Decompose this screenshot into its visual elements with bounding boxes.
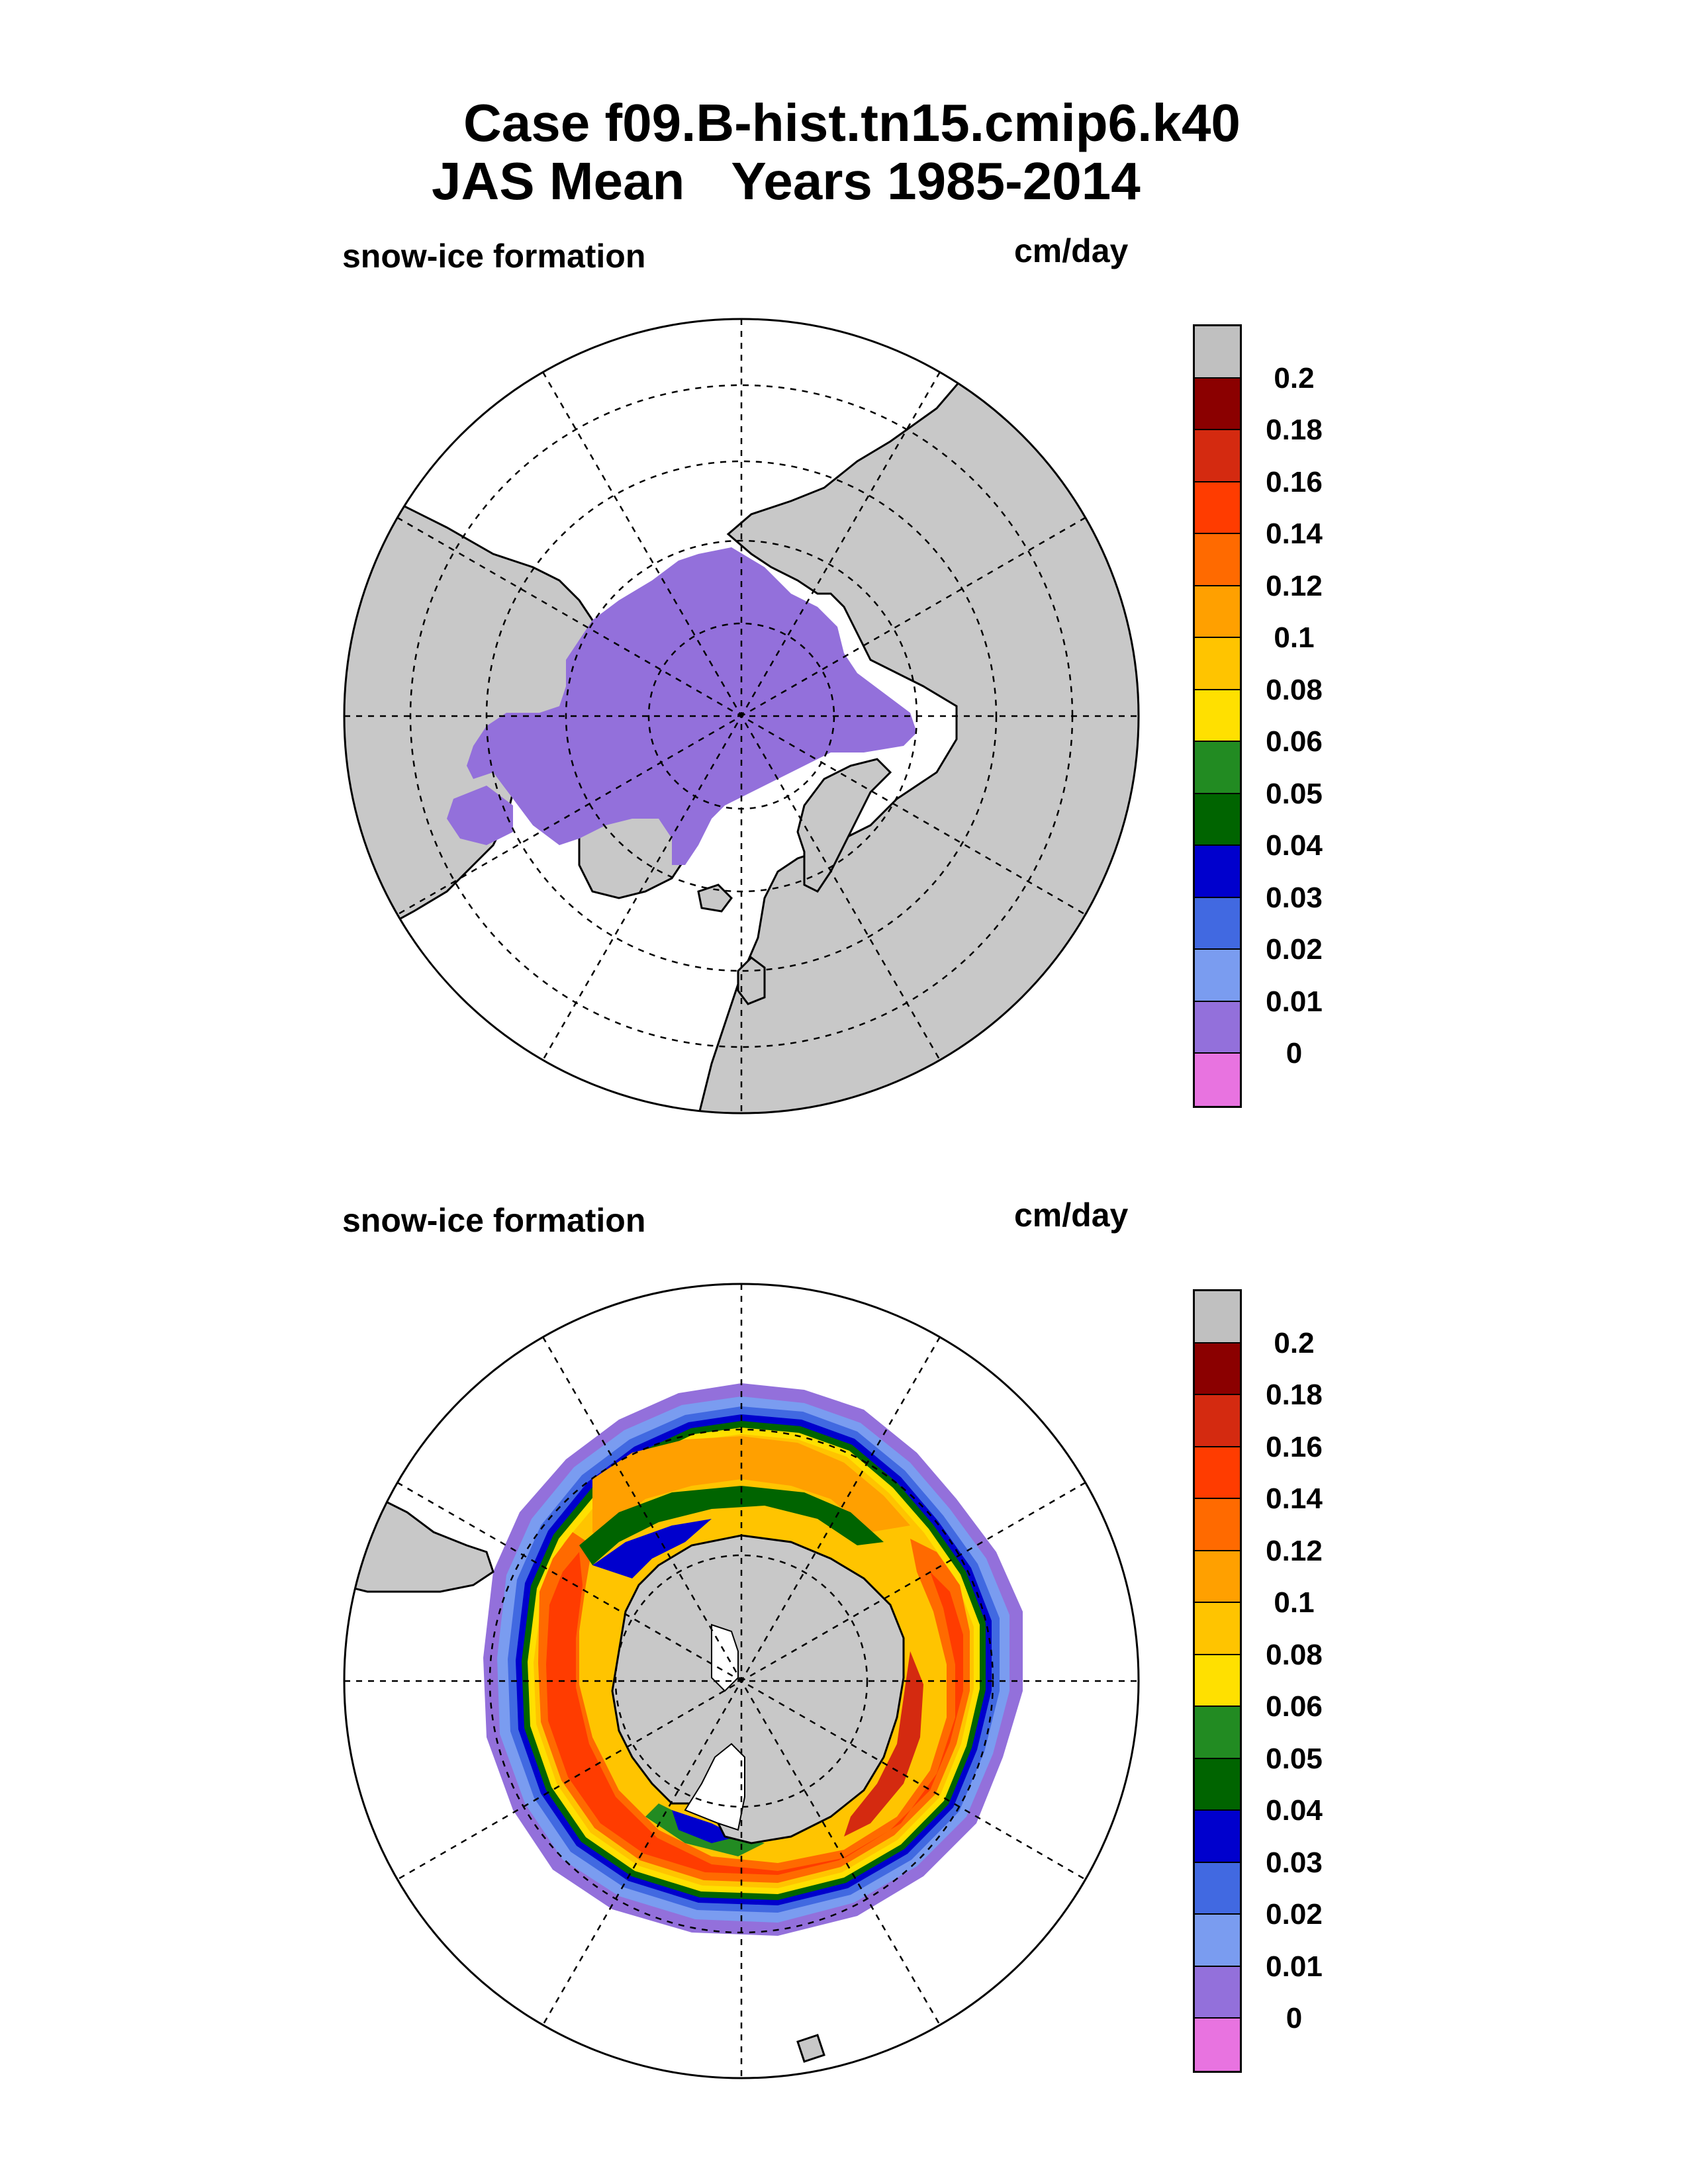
- south-inner-band-0.03: [592, 1519, 712, 1578]
- colorbar-box-0.04-0.05: [1195, 1758, 1240, 1811]
- colorbar-label: 0.18: [1266, 1379, 1323, 1411]
- years-label: Years 1985-2014: [731, 152, 1141, 210]
- colorbar-box-0.1-0.12: [1195, 586, 1240, 638]
- colorbar-label: 0.14: [1266, 518, 1323, 550]
- south-colorbar: [1193, 1289, 1242, 2073]
- colorbar-box-below-0: [1195, 1054, 1240, 1106]
- south-land-antarctica: [611, 1534, 905, 1844]
- colorbar-box-0.12-0.14: [1195, 534, 1240, 586]
- colorbar-box-0.14-0.16: [1195, 482, 1240, 534]
- figure-title-case: Case f09.B-hist.tn15.cmip6.k40: [463, 93, 1241, 152]
- colorbar-box-0.1-0.12: [1195, 1551, 1240, 1603]
- north-colorbar: [1193, 324, 1242, 1108]
- south-units-label: cm/day: [1014, 1197, 1129, 1234]
- colorbar-box-above-0.2: [1195, 326, 1240, 379]
- south-inner-band-ross-0.04: [672, 1810, 738, 1843]
- colorbar-label: 0.06: [1266, 1690, 1323, 1723]
- colorbar-label: 0.01: [1266, 1950, 1323, 1983]
- colorbar-box-0.03-0.04: [1195, 1811, 1240, 1863]
- south-band-0.1-atlantic: [592, 1436, 910, 1545]
- colorbar-label: 0.05: [1266, 1743, 1323, 1775]
- colorbar-box-0.02-0.03: [1195, 897, 1240, 950]
- colorbar-box-0.18-0.2: [1195, 378, 1240, 430]
- south-polar-map: [343, 1283, 1140, 2079]
- south-band-0.12: [538, 1532, 970, 1883]
- colorbar-box-0.16-0.18: [1195, 1395, 1240, 1447]
- colorbar-label: 0.04: [1266, 1794, 1323, 1827]
- colorbar-label: 0.02: [1266, 1898, 1323, 1931]
- colorbar-box-0.08-0.1: [1195, 638, 1240, 690]
- north-variable-label: snow-ice formation: [342, 238, 646, 275]
- colorbar-label: 0.02: [1266, 933, 1323, 966]
- colorbar-box-0-0.01: [1195, 1966, 1240, 2019]
- figure-title-period: JAS Mean Years 1985-2014: [432, 151, 1141, 212]
- south-variable-label: snow-ice formation: [342, 1202, 646, 1239]
- colorbar-box-0.04-0.05: [1195, 794, 1240, 846]
- north-land-eurasia: [697, 347, 1139, 1113]
- north-units-label: cm/day: [1014, 232, 1129, 269]
- north-land-iceland: [697, 884, 733, 913]
- south-band-0.16-0.18: [844, 1651, 923, 1837]
- colorbar-box-0.12-0.14: [1195, 1499, 1240, 1551]
- colorbar-box-0.01-0.02: [1195, 1915, 1240, 1967]
- north-map-border: [343, 318, 1140, 1115]
- north-arctic-snow-ice-0: [467, 547, 917, 865]
- colorbar-box-below-0: [1195, 2019, 1240, 2071]
- colorbar-box-0.06-0.08: [1195, 690, 1240, 742]
- colorbar-label: 0.06: [1266, 725, 1323, 758]
- colorbar-label: 0: [1286, 2002, 1303, 2034]
- colorbar-box-0.18-0.2: [1195, 1343, 1240, 1395]
- south-map-border: [343, 1283, 1140, 2079]
- season-label: JAS Mean: [432, 152, 685, 210]
- north-polar-map: [343, 318, 1140, 1115]
- colorbar-label: 0.03: [1266, 1846, 1323, 1879]
- south-graticule: [344, 1284, 1139, 2078]
- colorbar-box-0.03-0.04: [1195, 846, 1240, 898]
- colorbar-box-above-0.2: [1195, 1291, 1240, 1343]
- north-land-scandinavia: [796, 758, 892, 893]
- north-hudson-bay-snow-ice-0: [447, 786, 513, 845]
- colorbar-box-0-0.01: [1195, 1001, 1240, 1054]
- colorbar-box-0.16-0.18: [1195, 430, 1240, 482]
- colorbar-box-0.05-0.06: [1195, 1707, 1240, 1759]
- south-ice-shelf-ross: [684, 1743, 745, 1831]
- colorbar-label: 0.1: [1274, 1586, 1315, 1619]
- colorbar-label: 0.08: [1266, 1639, 1323, 1671]
- colorbar-box-0.02-0.03: [1195, 1862, 1240, 1915]
- south-inner-band-0.05: [579, 1486, 884, 1565]
- colorbar-label: 0.16: [1266, 466, 1323, 498]
- north-graticule: [344, 319, 1139, 1113]
- colorbar-label: 0.12: [1266, 1535, 1323, 1567]
- colorbar-label: 0.05: [1266, 778, 1323, 810]
- colorbar-box-0.05-0.06: [1195, 742, 1240, 794]
- colorbar-label: 0.01: [1266, 985, 1323, 1018]
- colorbar-label: 0.2: [1274, 1327, 1315, 1359]
- colorbar-box-0.08-0.1: [1195, 1603, 1240, 1655]
- colorbar-label: 0.16: [1266, 1431, 1323, 1463]
- south-land-new-zealand: [796, 2034, 825, 2063]
- colorbar-label: 0.18: [1266, 414, 1323, 446]
- colorbar-box-0.01-0.02: [1195, 950, 1240, 1002]
- colorbar-label: 0.2: [1274, 362, 1315, 394]
- colorbar-box-0.14-0.16: [1195, 1447, 1240, 1499]
- colorbar-label: 0.14: [1266, 1482, 1323, 1515]
- colorbar-label: 0.04: [1266, 829, 1323, 862]
- colorbar-label: 0.12: [1266, 570, 1323, 602]
- colorbar-label: 0.03: [1266, 882, 1323, 914]
- colorbar-box-0.06-0.08: [1195, 1655, 1240, 1707]
- north-land-british-isles: [737, 956, 766, 1005]
- colorbar-label: 0: [1286, 1037, 1303, 1069]
- colorbar-label: 0.08: [1266, 674, 1323, 706]
- colorbar-label: 0.1: [1274, 621, 1315, 654]
